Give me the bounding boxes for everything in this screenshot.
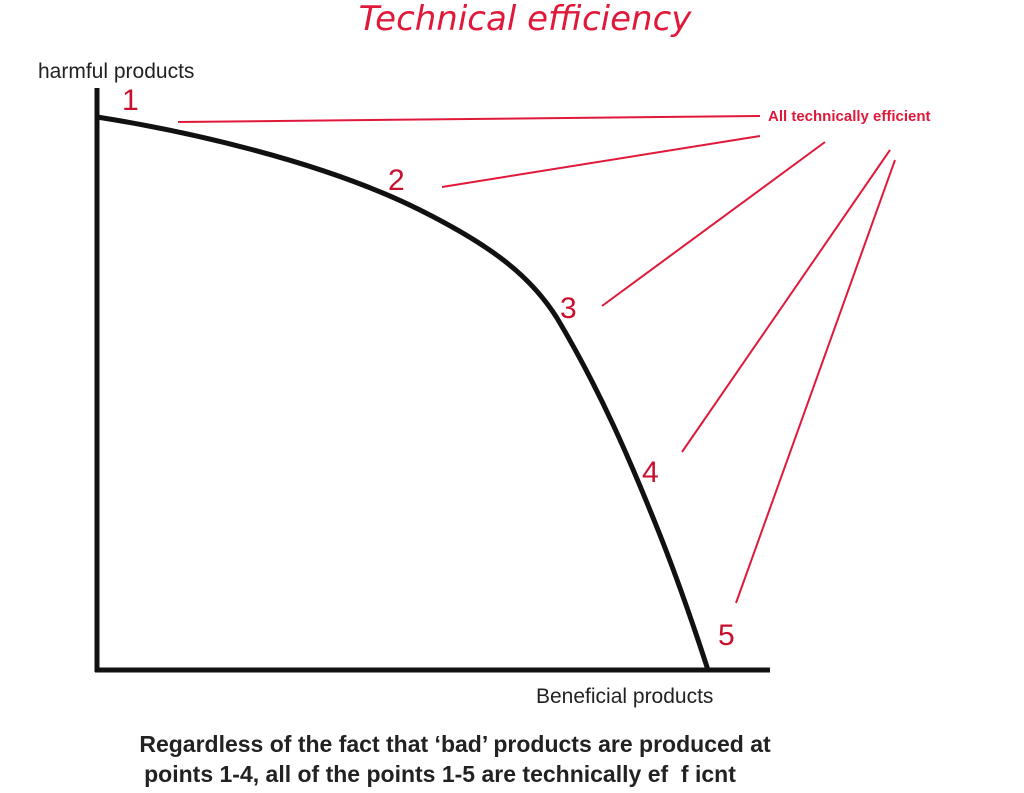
point-label-1: 1 — [122, 84, 139, 117]
point-label-5: 5 — [718, 619, 735, 652]
arrow-to-point-3 — [601, 141, 826, 307]
frontier-curve — [96, 114, 711, 671]
point-label-3: 3 — [560, 292, 577, 325]
point-label-4: 4 — [642, 456, 659, 489]
arrow-to-point-5 — [735, 159, 896, 604]
caption-line-1: Regardless of the fact that ‘bad’ produc… — [139, 731, 771, 757]
annotation-arrows — [177, 115, 896, 604]
arrow-to-point-4 — [681, 149, 891, 453]
caption-line-2: points 1-4, all of the points 1-5 are te… — [144, 761, 736, 787]
diagram-title: Technical efficiency — [359, 0, 693, 39]
x-axis-label: Beneficial products — [536, 685, 713, 708]
y-axis-label: harmful products — [38, 60, 194, 83]
arrow-to-point-2 — [441, 135, 761, 188]
annotation-text: All technically efficient — [768, 108, 931, 125]
arrow-to-point-1 — [177, 115, 761, 123]
point-label-2: 2 — [388, 164, 405, 197]
